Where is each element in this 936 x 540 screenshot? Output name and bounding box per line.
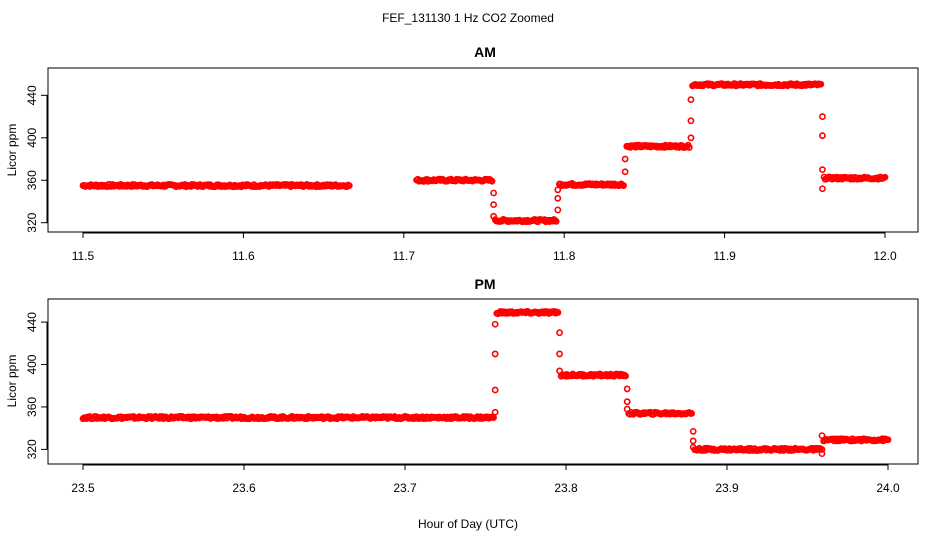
panel-pm-x-tick-label: 23.8 — [554, 481, 578, 495]
panel-pm-data-point — [818, 450, 826, 458]
panel-pm-data-point — [884, 436, 892, 444]
panel-am-x-axis: 11.5 11.6 11.7 11.8 11.9 12.0 — [72, 232, 897, 263]
panel-pm-x-tick-label: 23.9 — [715, 481, 739, 495]
panel-pm-x-tick-label: 24.0 — [876, 481, 900, 495]
panel-am-data-point — [552, 217, 560, 225]
panel-pm-plot-frame — [47, 298, 919, 465]
panel-am-data-point — [490, 212, 498, 220]
panel-am-y-axis: 320 360 400 440 — [25, 85, 48, 233]
panel-pm-y-tick-label: 320 — [25, 439, 39, 459]
panel-pm-x-axis: 23.5 23.6 23.7 23.8 23.9 24.0 — [71, 464, 900, 495]
panel-am-data-point — [819, 166, 826, 174]
panel-pm-data-point — [623, 398, 631, 406]
panel-am-x-tick-label: 11.7 — [393, 249, 416, 263]
figure-suptitle: FEF_131130 1 Hz CO2 Zoomed — [382, 11, 554, 25]
panel-pm-data-point — [689, 437, 697, 445]
panel-pm-data-point — [491, 408, 499, 416]
panel-am-x-tick-label: 11.6 — [232, 249, 255, 263]
panel-pm-title: PM — [475, 276, 496, 292]
panel-am: AM Licor ppm 11.5 11.6 11.7 11.8 11.9 12.0 32… — [5, 44, 919, 263]
panel-am-data-point — [819, 132, 826, 140]
panel-pm-x-tick-label: 23.5 — [71, 481, 95, 495]
panel-pm-data-point — [623, 385, 631, 393]
panel-pm-data-point — [491, 386, 499, 394]
panel-am-data-point — [819, 185, 826, 193]
panel-pm-y-tick-label: 400 — [25, 354, 39, 374]
panel-pm-data-point — [818, 445, 826, 453]
panel-pm-y-axis: 320 360 400 440 — [25, 312, 48, 459]
panel-am-y-tick-label: 440 — [25, 85, 39, 105]
panel-pm-data-point — [622, 372, 629, 380]
panel-pm-y-tick-label: 440 — [25, 312, 39, 332]
panel-pm-data-point — [491, 320, 499, 328]
panel-pm-data-point — [688, 410, 695, 417]
panel-am-data-point — [621, 168, 629, 176]
panel-pm-data-point — [623, 405, 631, 413]
panel-am-data-point — [621, 155, 629, 163]
panel-am-data-point — [687, 117, 695, 125]
panel-am-data-point — [620, 182, 627, 189]
panel-am-data-point — [687, 96, 695, 103]
panel-pm-data-point — [491, 350, 499, 358]
panel-pm-y-tick-label: 360 — [25, 397, 39, 417]
panel-am-data-point — [554, 206, 562, 214]
panel-pm-data-point — [689, 427, 697, 435]
panel-am-x-tick-label: 11.8 — [553, 249, 576, 263]
panel-am-data-point — [819, 113, 826, 120]
panel-pm-x-tick-label: 23.6 — [232, 481, 256, 495]
panel-pm-ylabel: Licor ppm — [5, 355, 19, 408]
panel-am-data-point — [554, 194, 562, 202]
panel-am-data-point — [490, 201, 498, 209]
panel-am-y-tick-label: 360 — [25, 170, 39, 190]
panel-pm-data-point — [689, 443, 697, 451]
panel-am-data-point — [685, 144, 693, 151]
panel-am-points — [79, 80, 889, 226]
panel-pm-data-point — [556, 350, 563, 358]
panel-pm-data-point — [554, 309, 562, 316]
panel-pm-x-tick-label: 23.7 — [393, 481, 417, 495]
panel-am-data-point — [490, 189, 498, 197]
panel-am-ylabel: Licor ppm — [5, 124, 19, 177]
figure-xlabel: Hour of Day (UTC) — [418, 517, 518, 531]
panel-am-data-point — [817, 80, 825, 88]
panel-am-x-tick-label: 11.9 — [713, 249, 736, 263]
panel-am-data-point — [687, 134, 695, 142]
panel-am-plot-frame — [47, 67, 919, 233]
panel-am-x-tick-label: 11.5 — [72, 249, 95, 263]
panel-am-data-point — [554, 186, 562, 194]
panel-am-data-point — [345, 182, 353, 190]
panel-am-data-point — [488, 177, 496, 185]
panel-pm-data-point — [818, 432, 826, 439]
panel-am-y-tick-label: 320 — [25, 212, 39, 232]
panel-pm-data-point — [556, 329, 563, 337]
panel-am-data-point — [881, 173, 889, 181]
panel-pm-data-point — [556, 367, 563, 375]
panel-pm-points — [79, 307, 892, 458]
panel-am-y-tick-label: 400 — [25, 127, 39, 147]
panel-am-title: AM — [474, 44, 496, 60]
panel-pm: PM Licor ppm 23.5 23.6 23.7 23.8 23.9 24.0 32… — [5, 276, 919, 495]
panel-am-x-tick-label: 12.0 — [873, 249, 897, 263]
